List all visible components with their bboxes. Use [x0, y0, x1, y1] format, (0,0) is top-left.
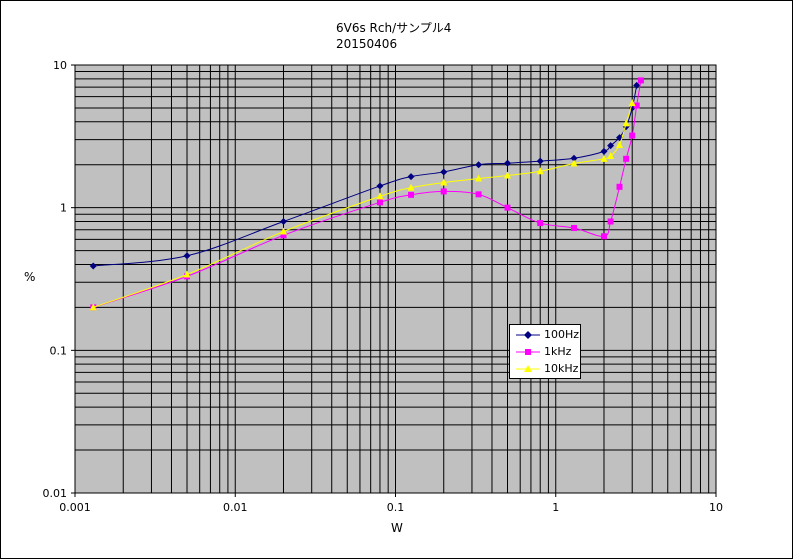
- point-1khz: [408, 191, 415, 198]
- series-layer: [89, 77, 644, 311]
- point-10khz: [440, 178, 448, 186]
- point-1khz: [571, 225, 578, 232]
- point-10khz: [504, 171, 512, 179]
- point-100hz: [536, 157, 544, 165]
- point-10khz: [600, 154, 608, 162]
- point-10khz: [183, 270, 191, 278]
- point-1khz: [537, 220, 544, 227]
- legend-swatch-10khz: [516, 365, 540, 372]
- point-1khz: [475, 191, 482, 198]
- x-axis-label: W: [391, 521, 403, 535]
- point-1khz: [633, 102, 640, 109]
- point-1khz: [607, 218, 614, 225]
- grid-layer: [75, 65, 716, 493]
- legend-item-10khz: 10kHz: [514, 361, 580, 377]
- point-10khz: [622, 119, 630, 127]
- y-tick-label: 10: [53, 59, 67, 72]
- point-100hz: [407, 173, 415, 181]
- point-10khz: [407, 183, 415, 191]
- legend-swatch-1khz: [516, 349, 540, 355]
- point-10khz: [376, 192, 384, 200]
- x-tick-label: 1: [552, 501, 559, 514]
- legend-label-10khz: 10kHz: [544, 362, 579, 375]
- point-1khz: [637, 77, 644, 84]
- legend-item-1khz: 1kHz: [514, 344, 580, 360]
- chart-subtitle: 20150406: [336, 37, 398, 51]
- y-tick-label: 0.1: [50, 344, 68, 357]
- x-tick-label: 10: [709, 501, 723, 514]
- point-10khz: [607, 152, 615, 160]
- point-1khz: [600, 233, 607, 240]
- point-100hz: [475, 161, 483, 169]
- legend-item-100hz: 100Hz: [514, 327, 580, 343]
- point-10khz: [616, 140, 624, 148]
- point-1khz: [440, 188, 447, 195]
- y-axis-label: %: [24, 270, 36, 284]
- point-10khz: [89, 303, 97, 311]
- legend-label-1khz: 1kHz: [544, 345, 572, 358]
- point-1khz: [376, 199, 383, 206]
- x-tick-label: 0.001: [59, 501, 91, 514]
- point-100hz: [279, 217, 287, 225]
- point-100hz: [600, 147, 608, 155]
- chart-title: 6V6s Rch/サンプル4: [336, 21, 452, 35]
- point-1khz: [629, 132, 636, 139]
- point-1khz: [616, 183, 623, 190]
- point-100hz: [504, 159, 512, 167]
- point-10khz: [628, 99, 636, 107]
- x-tick-label: 0.01: [223, 501, 248, 514]
- legend-label-100hz: 100Hz: [544, 328, 580, 341]
- point-1khz: [623, 155, 630, 162]
- point-100hz: [89, 262, 97, 270]
- y-tick-label: 0.01: [43, 487, 68, 500]
- point-100hz: [183, 252, 191, 260]
- point-10khz: [536, 167, 544, 175]
- point-10khz: [570, 159, 578, 167]
- legend: 100Hz 1kHz 10kHz: [509, 324, 581, 379]
- point-100hz: [376, 182, 384, 190]
- y-tick-label: 1: [60, 202, 67, 215]
- x-tick-label: 0.1: [387, 501, 405, 514]
- point-100hz: [633, 81, 641, 89]
- series-line-1khz: [93, 80, 642, 308]
- point-100hz: [440, 168, 448, 176]
- point-1khz: [504, 204, 511, 211]
- point-100hz: [607, 142, 615, 150]
- legend-swatch-100hz: [516, 331, 540, 339]
- point-100hz: [570, 154, 578, 162]
- point-1khz: [280, 232, 287, 239]
- point-10khz: [279, 227, 287, 235]
- point-10khz: [475, 174, 483, 182]
